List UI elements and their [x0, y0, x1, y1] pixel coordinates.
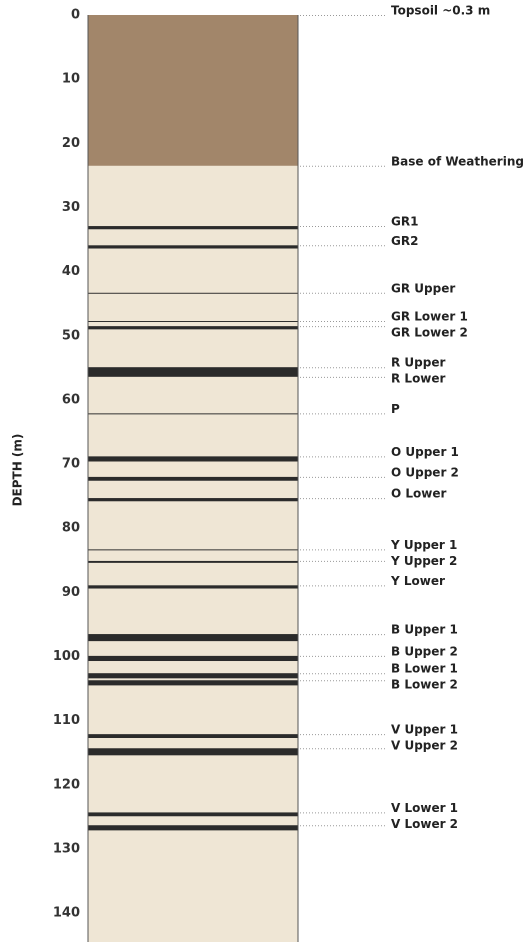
y-tick-label: 60 [62, 392, 80, 407]
seam [88, 734, 298, 738]
horizon-label: Topsoil ~0.3 m [391, 4, 490, 18]
seam [88, 825, 298, 831]
y-tick-label: 140 [53, 906, 80, 921]
horizon-label: GR Lower 1 [391, 310, 468, 324]
y-tick-label: 110 [53, 713, 80, 728]
horizon-label: B Upper 2 [391, 644, 458, 658]
horizon-label: Base of Weathering [391, 154, 524, 168]
seam [88, 748, 298, 756]
seam [88, 326, 298, 330]
y-tick-label: 20 [62, 136, 80, 151]
horizon-label: O Upper 1 [391, 445, 459, 459]
horizon-label: R Lower [391, 372, 446, 386]
y-tick-label: 70 [62, 457, 80, 472]
horizon-label: V Lower 2 [391, 817, 458, 831]
seam [88, 549, 298, 551]
horizon-label: B Upper 1 [391, 623, 458, 637]
seam [88, 321, 298, 322]
horizon-label: GR1 [391, 215, 418, 229]
weathered-zone [88, 15, 298, 166]
seam [88, 498, 298, 502]
seam [88, 476, 298, 481]
horizon-label: B Lower 1 [391, 662, 458, 676]
y-tick-label: 80 [62, 521, 80, 536]
seam [88, 655, 298, 662]
horizon-label: B Lower 2 [391, 678, 458, 692]
seam [88, 673, 298, 679]
seam [88, 226, 298, 230]
horizon-label: V Upper 1 [391, 723, 458, 737]
seam [88, 292, 298, 294]
y-tick-label: 100 [53, 649, 80, 664]
horizon-label: O Upper 2 [391, 465, 459, 479]
seam [88, 560, 298, 563]
horizon-label: Y Upper 2 [390, 554, 457, 568]
horizon-label: V Upper 2 [391, 739, 458, 753]
y-axis-label: DEPTH (m) [11, 434, 25, 507]
seam [88, 413, 298, 415]
y-tick-label: 0 [71, 8, 80, 23]
y-tick-label: 40 [62, 264, 80, 279]
seam [88, 367, 298, 377]
horizon-label: GR2 [391, 234, 418, 248]
seam [88, 680, 298, 686]
seam [88, 634, 298, 642]
horizon-label: Y Upper 1 [390, 538, 457, 552]
horizon-label: GR Upper [391, 281, 455, 295]
horizon-label: R Upper [391, 356, 445, 370]
y-tick-label: 90 [62, 585, 80, 600]
horizon-label: P [391, 402, 400, 416]
horizon-label: Y Lower [390, 574, 445, 588]
seam [88, 812, 298, 817]
seam [88, 456, 298, 462]
horizon-label: V Lower 1 [391, 801, 458, 815]
y-tick-label: 50 [62, 328, 80, 343]
horizon-label: GR Lower 2 [391, 326, 468, 340]
horizon-label: O Lower [391, 487, 446, 501]
seam [88, 245, 298, 249]
y-tick-label: 120 [53, 777, 80, 792]
y-tick-label: 10 [62, 72, 80, 87]
seam [88, 585, 298, 589]
y-tick-label: 30 [62, 200, 80, 215]
y-tick-label: 130 [53, 841, 80, 856]
